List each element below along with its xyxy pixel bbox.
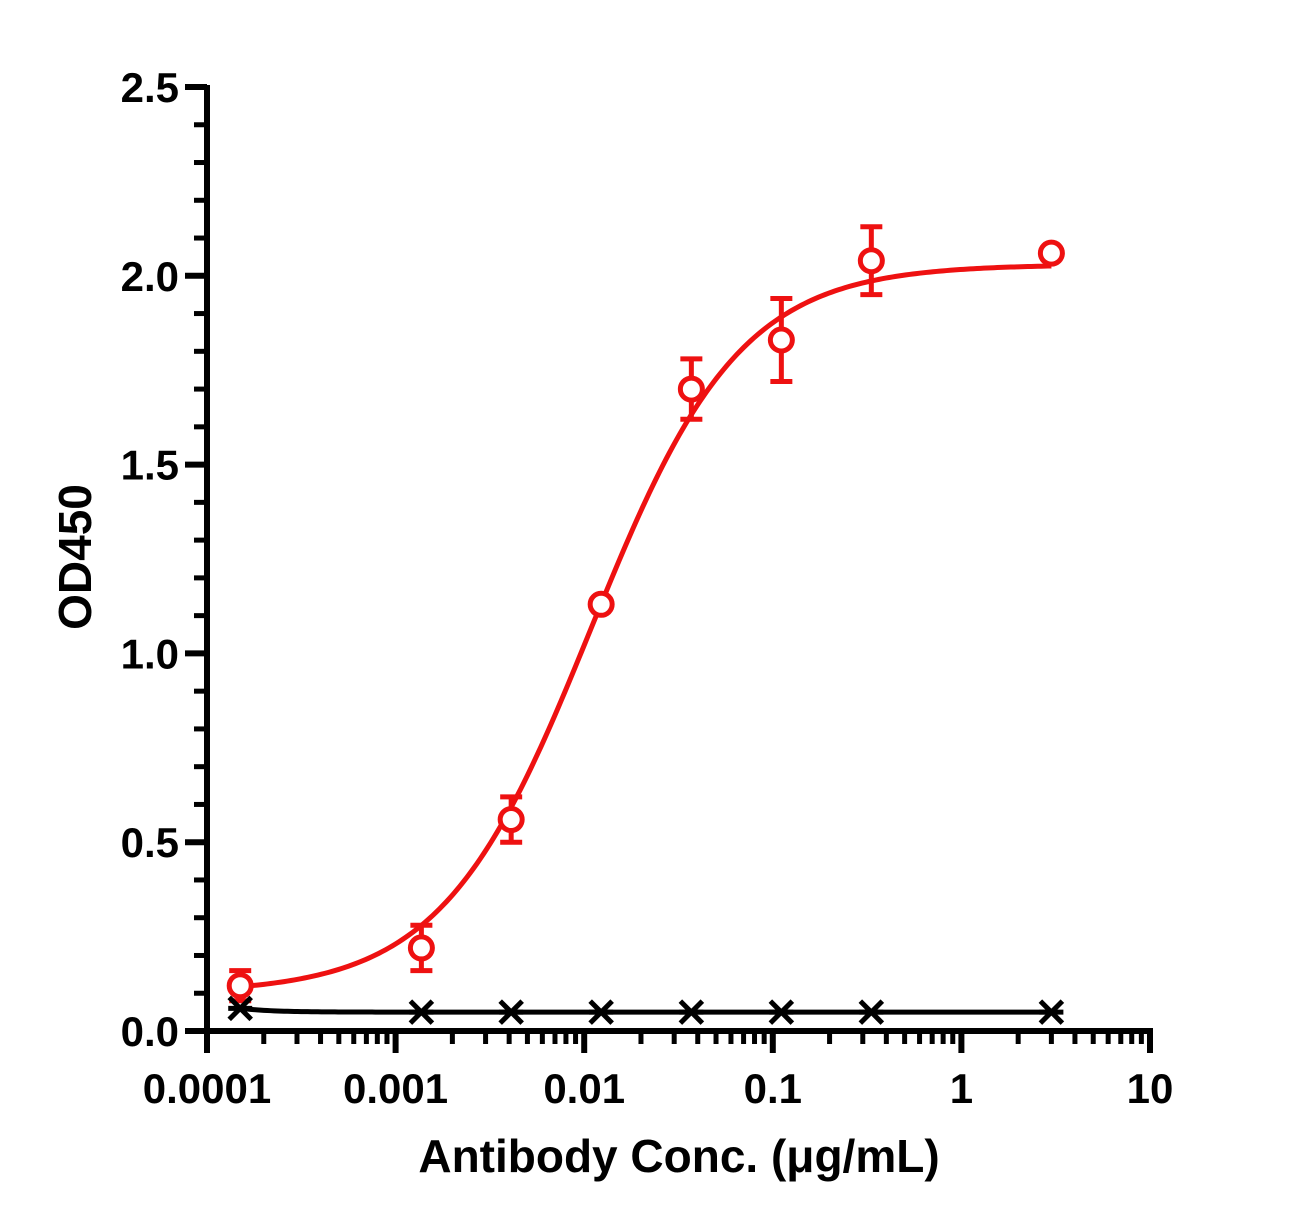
x-axis-title: Antibody Conc. (μg/mL): [418, 1130, 939, 1182]
data-markers: [226, 239, 1065, 1025]
data-point-circle: [767, 326, 795, 354]
data-point-circle: [587, 590, 615, 618]
data-point-asterisk: [408, 999, 435, 1025]
x-tick-label: 0.1: [744, 1065, 802, 1112]
data-point-circle: [407, 934, 435, 962]
data-point-asterisk: [858, 999, 885, 1025]
x-tick-label: 1: [950, 1065, 973, 1112]
y-axis-title: OD450: [49, 484, 101, 630]
axes: [204, 85, 1153, 1034]
x-tick-label: 10: [1127, 1065, 1174, 1112]
y-tick-label: 2.5: [121, 64, 179, 111]
data-point-circle: [1037, 239, 1065, 267]
data-point-circle: [226, 972, 254, 1000]
fit-curve-red: [239, 263, 1052, 990]
x-tick-label: 0.0001: [143, 1065, 271, 1112]
data-point-circle: [857, 247, 885, 275]
x-tick-label: 0.01: [543, 1065, 625, 1112]
y-tick-label: 2.0: [121, 253, 179, 300]
data-point-circle: [677, 375, 705, 403]
y-tick-label: 0.0: [121, 1008, 179, 1055]
y-tick-label: 1.5: [121, 442, 179, 489]
fit-curve-black: [239, 1005, 1052, 1015]
data-point-asterisk: [588, 999, 614, 1025]
fit-curves: [239, 263, 1052, 1015]
y-tick-label: 0.5: [121, 819, 179, 866]
y-axis-ticks: 0.0 0.5 1.0 1.5 2.0 2.5: [121, 64, 207, 1055]
data-point-asterisk: [768, 999, 795, 1025]
x-tick-label: 0.001: [343, 1065, 448, 1112]
data-point-circle: [497, 806, 525, 834]
y-tick-label: 1.0: [121, 630, 179, 677]
data-point-asterisk: [1038, 999, 1065, 1025]
data-point-asterisk: [678, 999, 705, 1025]
data-point-asterisk: [227, 995, 253, 1022]
data-point-asterisk: [498, 999, 524, 1025]
x-axis-ticks: 0.0001 0.001 0.01 0.1 1 10: [143, 1031, 1174, 1112]
